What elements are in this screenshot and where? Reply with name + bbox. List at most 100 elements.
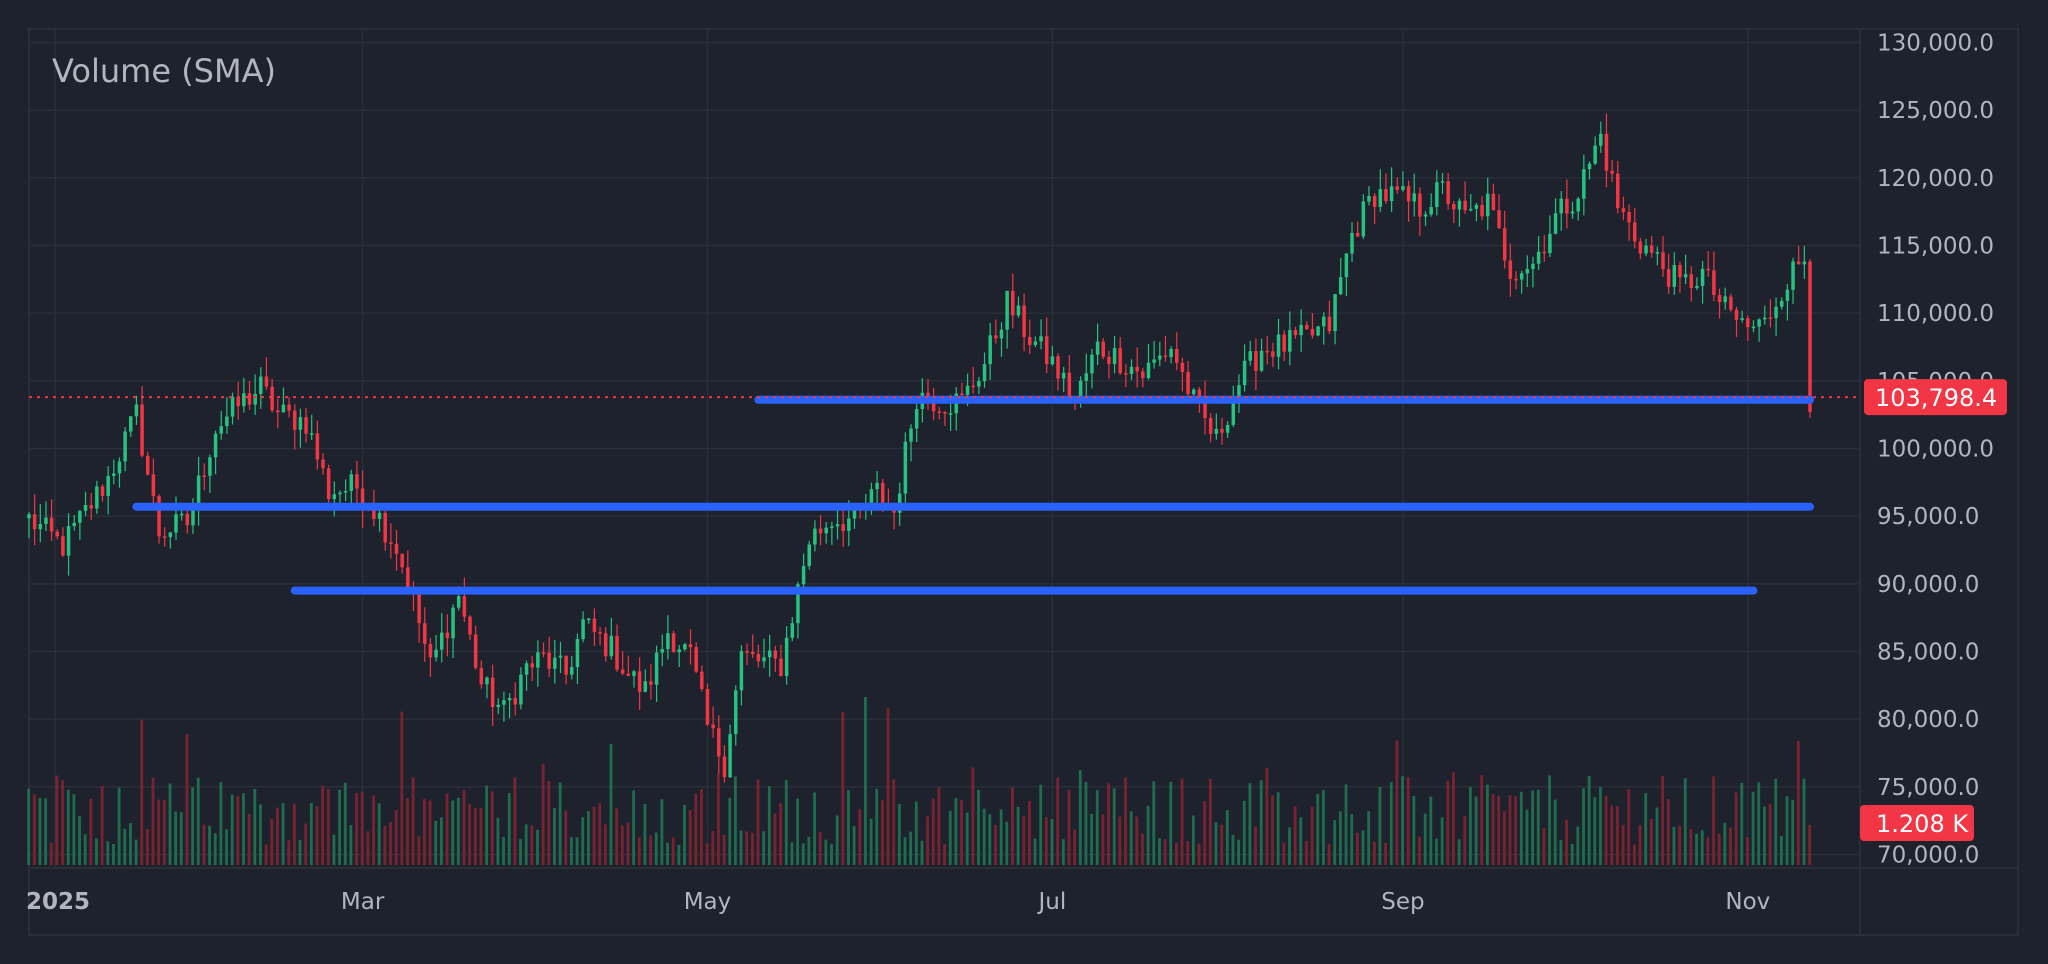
volume-bar — [129, 823, 132, 865]
candle-body — [95, 486, 99, 509]
volume-bar — [892, 779, 896, 865]
candle-body — [705, 689, 710, 725]
candlesticks — [27, 113, 1812, 783]
volume-bar — [1191, 815, 1195, 865]
candle-body — [1779, 300, 1784, 307]
candle-body — [1576, 198, 1580, 212]
volume-bar — [1548, 775, 1551, 865]
candle-body — [818, 528, 823, 534]
candle-body — [309, 433, 314, 435]
candle-body — [1649, 245, 1654, 253]
volume-bar — [1785, 796, 1789, 865]
volume-bar — [926, 816, 930, 865]
candle-body — [807, 544, 812, 567]
candle-body — [762, 657, 766, 662]
volume-bar — [971, 767, 975, 865]
volume-bar — [1644, 793, 1648, 865]
volume-bar — [700, 789, 703, 865]
volume-bar — [1723, 822, 1727, 865]
volume-bar — [287, 840, 291, 865]
volume-bar — [1485, 784, 1489, 865]
candle-body — [185, 513, 190, 526]
volume-bar — [1808, 824, 1812, 865]
candle-body — [140, 404, 144, 456]
price-axis[interactable]: 130,000.0 125,000.0 120,000.0 115,000.0 110,… — [1877, 31, 1994, 869]
price-tick-label: 130,000.0 — [1877, 31, 1994, 57]
candle-body — [564, 655, 568, 675]
candle-body — [1282, 334, 1286, 352]
candle-body — [507, 697, 512, 701]
volume-bar — [1565, 819, 1568, 865]
volume-bar — [236, 796, 240, 865]
volume-bar — [1587, 775, 1591, 865]
candle-body — [456, 596, 461, 608]
candle-body — [213, 433, 218, 458]
candle-body — [83, 504, 88, 511]
volume-bar — [1621, 824, 1625, 865]
volume-bar — [27, 788, 31, 865]
volume-bar — [423, 799, 426, 865]
volume-bar — [1491, 794, 1495, 865]
candle-body — [1191, 389, 1196, 395]
candle-body — [473, 634, 478, 668]
candle-body — [1208, 418, 1213, 434]
candle-body — [332, 494, 337, 500]
volume-bar — [586, 811, 590, 865]
volume-bar — [1231, 834, 1235, 865]
volume-bar — [1519, 791, 1523, 865]
horizontal-levels[interactable] — [132, 395, 1814, 595]
volume-bar — [1395, 740, 1399, 865]
volume-bar — [355, 793, 358, 865]
candle-body — [219, 426, 223, 434]
volume-bar — [1101, 814, 1105, 865]
volume-bar — [807, 836, 811, 865]
volume-bar — [1655, 807, 1659, 865]
volume-bar — [852, 825, 856, 865]
price-tick-label: 85,000.0 — [1877, 639, 1979, 665]
time-tick-label: Nov — [1725, 889, 1770, 915]
candle-body — [1508, 260, 1513, 279]
candle-body — [654, 652, 659, 685]
volume-bar — [49, 842, 53, 865]
candle-body — [326, 468, 331, 500]
volume-bar — [1610, 805, 1614, 865]
candle-body — [1378, 189, 1383, 207]
candle-body — [479, 667, 484, 685]
candle-body — [994, 335, 998, 339]
candle-body — [1491, 193, 1496, 211]
volume-bar — [1542, 828, 1546, 865]
volume-bar — [1095, 790, 1099, 865]
candle-body — [943, 411, 947, 414]
candle-body — [1310, 329, 1315, 336]
candle-body — [1276, 334, 1281, 357]
volume-bar — [1372, 841, 1376, 865]
volume-bar — [366, 831, 370, 865]
volume-bar — [95, 838, 98, 865]
candle-body — [1152, 359, 1156, 363]
candle-body — [496, 704, 501, 708]
volume-bar — [117, 787, 121, 865]
candle-body — [1022, 305, 1026, 337]
volume-bar — [1288, 827, 1291, 865]
time-axis[interactable]: 2025 Mar May Jul Sep Nov — [26, 889, 1770, 915]
candle-body — [688, 644, 693, 648]
volume-bar — [1661, 776, 1665, 865]
candle-body — [1751, 326, 1756, 329]
candle-body — [1638, 241, 1643, 254]
volume-bar — [281, 803, 285, 865]
candle-body — [191, 506, 195, 526]
candle-body — [1254, 351, 1258, 371]
volume-bar — [1412, 795, 1416, 865]
candle-body — [1610, 170, 1614, 174]
price-tick-label: 75,000.0 — [1877, 775, 1979, 801]
candle-body — [61, 536, 65, 556]
time-tick-label: Mar — [341, 889, 385, 915]
volume-bar — [377, 803, 381, 865]
candle-body — [722, 756, 727, 778]
candle-body — [1763, 317, 1767, 320]
volume-bar — [903, 837, 907, 865]
candle-body — [988, 335, 992, 365]
candle-body — [1435, 182, 1439, 208]
candle-body — [49, 517, 54, 532]
